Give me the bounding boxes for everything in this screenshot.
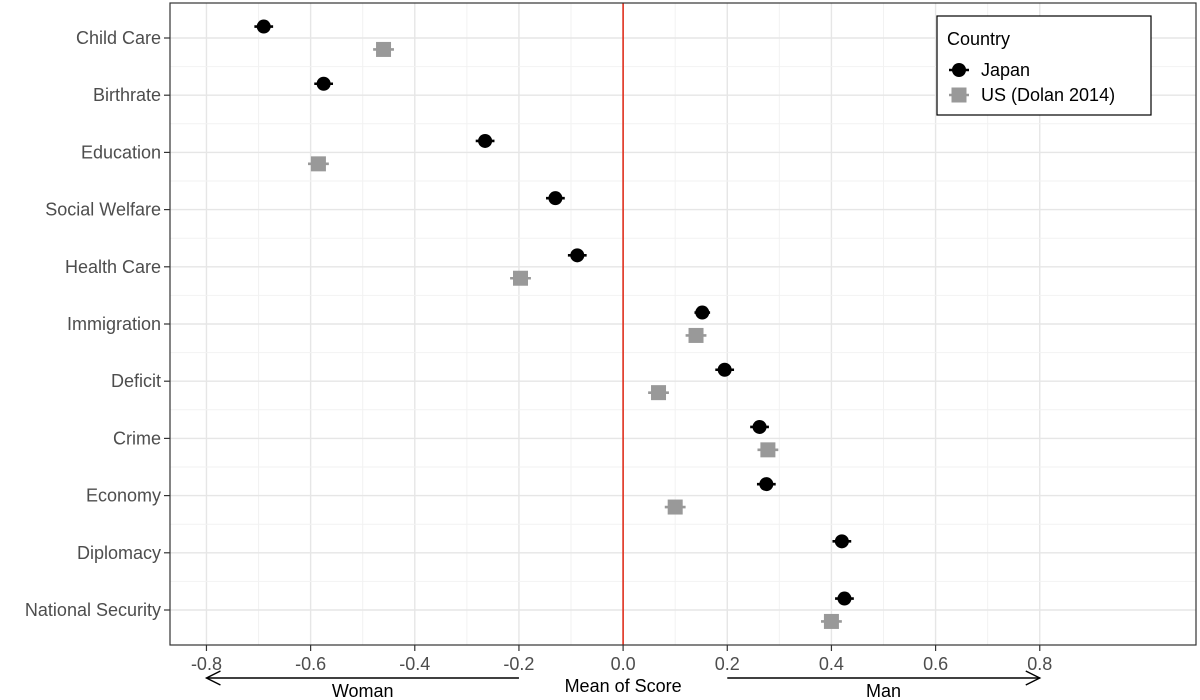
data-point-japan xyxy=(695,305,710,320)
man-arrow-label: Man xyxy=(866,681,901,700)
data-point-japan xyxy=(717,362,732,377)
data-point-japan xyxy=(834,534,849,549)
direction-arrows: Woman Man xyxy=(204,670,1042,700)
data-point-us xyxy=(513,270,529,286)
y-category-label: Crime xyxy=(113,428,161,448)
data-point-japan xyxy=(256,19,271,34)
x-tick-label: -0.4 xyxy=(399,654,430,674)
legend-title: Country xyxy=(947,29,1010,49)
y-category-label: Immigration xyxy=(67,314,161,334)
data-point-japan xyxy=(478,133,493,148)
woman-arrow-label: Woman xyxy=(332,681,394,700)
axis-ticks: -0.8 -0.6 -0.4 -0.2 0.0 0.2 0.4 0.6 0.8 Child Car… xyxy=(25,28,1052,674)
legend-key-japan xyxy=(952,63,966,77)
x-tick-label: 0.2 xyxy=(715,654,740,674)
panel-border xyxy=(169,2,1197,646)
y-category-label: Deficit xyxy=(111,371,161,391)
data-point-japan xyxy=(316,76,331,91)
legend: Country Japan US (Dolan 2014) xyxy=(936,15,1152,116)
data-point-japan xyxy=(570,248,585,263)
data-point-us xyxy=(688,327,704,343)
x-tick-label: 0.8 xyxy=(1027,654,1052,674)
data-point-us xyxy=(760,442,776,458)
data-point-us xyxy=(823,613,839,629)
x-tick-label: -0.6 xyxy=(295,654,326,674)
legend-key-us xyxy=(951,87,967,103)
data-point-us xyxy=(667,499,683,515)
data-marks xyxy=(254,19,854,629)
x-tick-label: -0.8 xyxy=(191,654,222,674)
y-category-label: Child Care xyxy=(76,28,161,48)
legend-box xyxy=(936,15,1152,116)
y-category-label: Economy xyxy=(86,486,161,506)
woman-arrow-head xyxy=(204,670,221,686)
x-tick-label: 0.4 xyxy=(819,654,844,674)
x-tick-label: -0.2 xyxy=(503,654,534,674)
man-arrow-head xyxy=(1025,670,1042,686)
legend-label: US (Dolan 2014) xyxy=(981,85,1115,105)
legend-label: Japan xyxy=(981,60,1030,80)
data-point-japan xyxy=(837,591,852,606)
data-point-japan xyxy=(759,477,774,492)
y-category-label: Social Welfare xyxy=(45,200,161,220)
y-category-label: Diplomacy xyxy=(77,543,161,563)
data-point-japan xyxy=(752,419,767,434)
data-point-us xyxy=(651,385,667,401)
y-category-label: Birthrate xyxy=(93,85,161,105)
data-point-us xyxy=(376,41,392,57)
y-category-label: National Security xyxy=(25,600,161,620)
data-point-us xyxy=(310,156,326,172)
y-category-label: Health Care xyxy=(65,257,161,277)
x-axis-title: Mean of Score xyxy=(565,676,682,696)
y-category-label: Education xyxy=(81,142,161,162)
data-point-japan xyxy=(548,191,563,206)
x-tick-label: 0.0 xyxy=(611,654,636,674)
x-tick-label: 0.6 xyxy=(923,654,948,674)
